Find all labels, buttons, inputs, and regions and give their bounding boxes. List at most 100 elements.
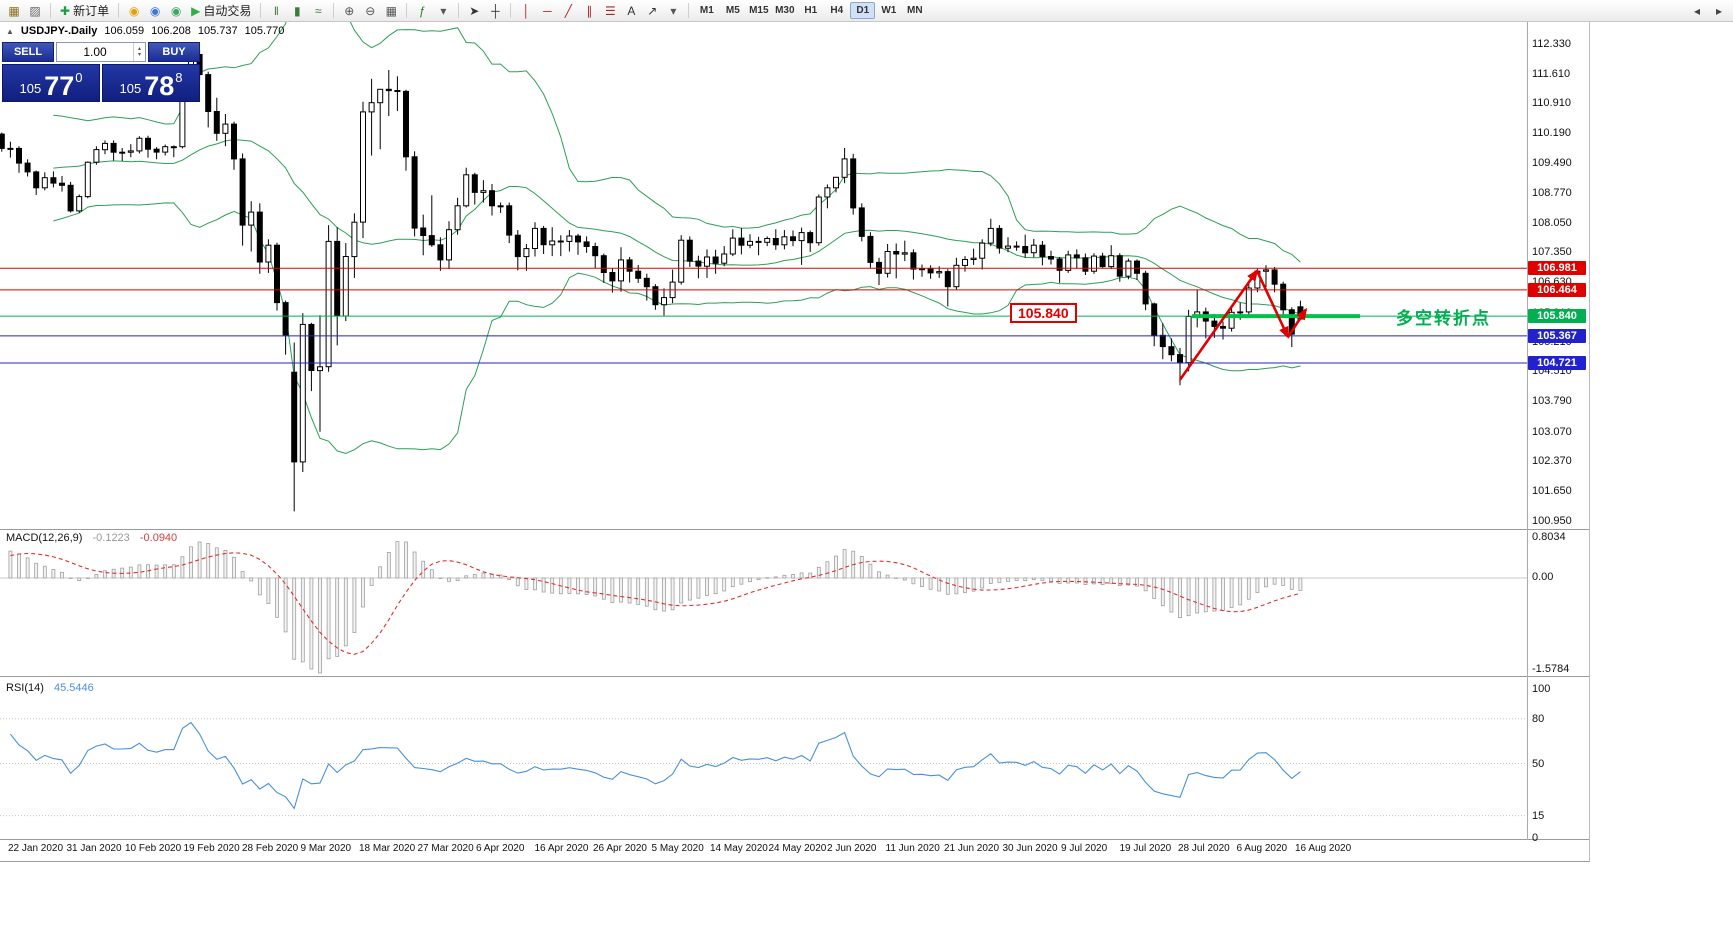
timeframe-button-W1[interactable]: W1 <box>881 5 897 16</box>
timeframe-button-M30[interactable]: M30 <box>775 5 795 16</box>
price-tick: 109.490 <box>1532 156 1572 169</box>
fibonacci-icon[interactable]: ☰ <box>600 2 620 20</box>
date-label: 14 May 2020 <box>710 843 768 854</box>
toolbar-separator <box>333 3 335 18</box>
profiles-icon: ▨ <box>29 3 41 18</box>
buy-price-handle: 105 <box>119 81 142 96</box>
horizontal-line-icon[interactable]: ─ <box>537 2 557 20</box>
date-label: 28 Feb 2020 <box>242 843 299 854</box>
macd-scale-min: -1.5784 <box>1532 663 1570 675</box>
one-click-collapse-icon[interactable]: ▲ <box>6 26 14 36</box>
price-scale[interactable]: 112.330 111.610 110.910 110.190 109.490 108.7… <box>1528 22 1590 844</box>
price-tick: 100.950 <box>1532 514 1572 527</box>
rsi-scale-tick: 50 <box>1532 757 1545 770</box>
ohlc-close: 105.770 <box>244 25 285 37</box>
new-order-button: ✚ <box>60 3 71 18</box>
symbol-name: USDJPY-.Daily <box>20 25 98 37</box>
volume-up-icon[interactable]: ▴ <box>137 46 141 52</box>
date-label: 19 Jul 2020 <box>1119 843 1172 854</box>
timeframe-button-MN[interactable]: MN <box>907 5 923 16</box>
toolbar-separator <box>50 3 51 18</box>
price-tick: 101.650 <box>1532 485 1572 498</box>
cursor-icon: ➤ <box>469 3 480 18</box>
price-tick: 111.610 <box>1532 67 1571 80</box>
vertical-line-icon[interactable]: │ <box>516 2 536 20</box>
fibonacci-icon: ☰ <box>604 3 616 18</box>
indicators-icon[interactable]: ƒ <box>412 2 432 20</box>
market-watch-icon: ◉ <box>149 3 161 18</box>
ohlc-open: 106.059 <box>104 25 145 37</box>
buy-button[interactable]: BUY <box>148 42 200 62</box>
toolbar-scroll-left-icon: ◂ <box>1693 3 1701 18</box>
shapes-dropdown-icon[interactable]: ▾ <box>663 2 683 20</box>
channel-icon[interactable]: ∥ <box>579 2 599 20</box>
trendline-icon[interactable]: ╱ <box>558 2 578 20</box>
alerts-icon[interactable]: ◉ <box>124 2 144 20</box>
new-chart-icon[interactable]: ▦ <box>4 2 24 20</box>
timeframe-button-M15[interactable]: M15 <box>749 5 769 16</box>
zoom-in-icon[interactable]: ⊕ <box>339 2 359 20</box>
bars-chart-icon[interactable]: ‖ <box>266 2 286 20</box>
timeframe-button-M1[interactable]: M1 <box>699 5 714 16</box>
indicators-dropdown-icon[interactable]: ▾ <box>433 2 453 20</box>
time-scale[interactable]: 22 Jan 2020 31 Jan 2020 10 Feb 2020 19 Feb … <box>0 843 1590 861</box>
history-center-icon[interactable]: ◉ <box>166 2 186 20</box>
new-order-button[interactable]: ✚ 新订单 <box>56 2 113 20</box>
line-chart-icon: ≈ <box>315 3 322 18</box>
candles-chart-icon[interactable]: ▮ <box>287 2 307 20</box>
alerts-icon: ◉ <box>128 3 140 18</box>
date-label: 16 Aug 2020 <box>1295 843 1352 854</box>
volume-value: 1.00 <box>83 45 107 59</box>
zoom-out-icon: ⊖ <box>365 3 376 18</box>
trendline-icon: ╱ <box>564 3 572 18</box>
profiles-icon[interactable]: ▨ <box>25 2 45 20</box>
text-tool-icon[interactable]: A <box>621 2 641 20</box>
crosshair-icon[interactable]: ┼ <box>485 2 505 20</box>
toolbar-scroll-left-icon[interactable]: ◂ <box>1687 2 1707 20</box>
timeframe-button-D1[interactable]: D1 <box>850 2 876 19</box>
volume-input[interactable]: 1.00 ▴ ▾ <box>56 42 146 62</box>
rsi-scale-tick: 0 <box>1532 832 1539 844</box>
line-chart-icon[interactable]: ≈ <box>308 2 328 20</box>
arrows-tool-icon[interactable]: ↗ <box>642 2 662 20</box>
price-tick: 102.370 <box>1532 455 1572 468</box>
macd-scale-max: 0.8034 <box>1532 531 1566 543</box>
timeframe-button-H4[interactable]: H4 <box>830 5 844 16</box>
timeframe-button-H1[interactable]: H1 <box>804 5 818 16</box>
rsi-indicator-label: RSI(14) 45.5446 <box>6 682 94 694</box>
date-label: 26 Apr 2020 <box>593 843 647 854</box>
date-label: 21 Jun 2020 <box>944 843 1000 854</box>
cursor-icon[interactable]: ➤ <box>464 2 484 20</box>
volume-down-icon[interactable]: ▾ <box>137 52 141 58</box>
zoom-out-icon[interactable]: ⊖ <box>360 2 380 20</box>
buy-price-button[interactable]: 105 78 8 <box>102 64 200 102</box>
macd-main-value: -0.1223 <box>92 532 130 544</box>
date-label: 31 Jan 2020 <box>66 843 122 854</box>
date-label: 18 Mar 2020 <box>359 843 416 854</box>
autotrading-button-label: 自动交易 <box>203 4 252 18</box>
chart-canvas[interactable] <box>0 22 1590 863</box>
price-tick: 108.770 <box>1532 186 1572 199</box>
timeframe-button-M5[interactable]: M5 <box>725 5 740 16</box>
buy-price-point: 8 <box>175 70 183 85</box>
zoom-in-icon: ⊕ <box>344 3 355 18</box>
date-label: 11 Jun 2020 <box>885 843 940 854</box>
history-center-icon: ◉ <box>170 3 182 18</box>
date-label: 30 Jun 2020 <box>1002 843 1058 854</box>
new-chart-icon: ▦ <box>8 3 20 18</box>
autotrading-button[interactable]: ▶ 自动交易 <box>187 2 255 20</box>
price-tick: 110.190 <box>1532 127 1571 140</box>
autotrading-button: ▶ <box>191 3 201 18</box>
price-tick: 108.050 <box>1532 216 1572 229</box>
date-label: 9 Jul 2020 <box>1061 843 1108 854</box>
bars-chart-icon: ‖ <box>273 3 279 18</box>
toolbar-separator <box>260 3 262 18</box>
sell-button[interactable]: SELL <box>2 42 54 62</box>
toolbar-scroll-right-icon[interactable]: ▸ <box>1709 2 1729 20</box>
volume-spinner: ▴ ▾ <box>133 43 145 61</box>
toolbar: ▦ ▨ ✚ 新订单 ◉ ◉ ◉ ▶ 自动交易 ‖ ▮ ≈ ⊕ ⊖ ▦ ƒ ▾ ➤ ┼ │ ─ ╱ ∥ ☰ A ↗ ▾ M1 M5 M15 M… <box>0 0 1733 22</box>
sell-price-button[interactable]: 105 77 0 <box>2 64 100 102</box>
ohlc-low: 105.737 <box>197 25 238 37</box>
market-watch-icon[interactable]: ◉ <box>145 2 165 20</box>
tile-windows-icon[interactable]: ▦ <box>381 2 401 20</box>
